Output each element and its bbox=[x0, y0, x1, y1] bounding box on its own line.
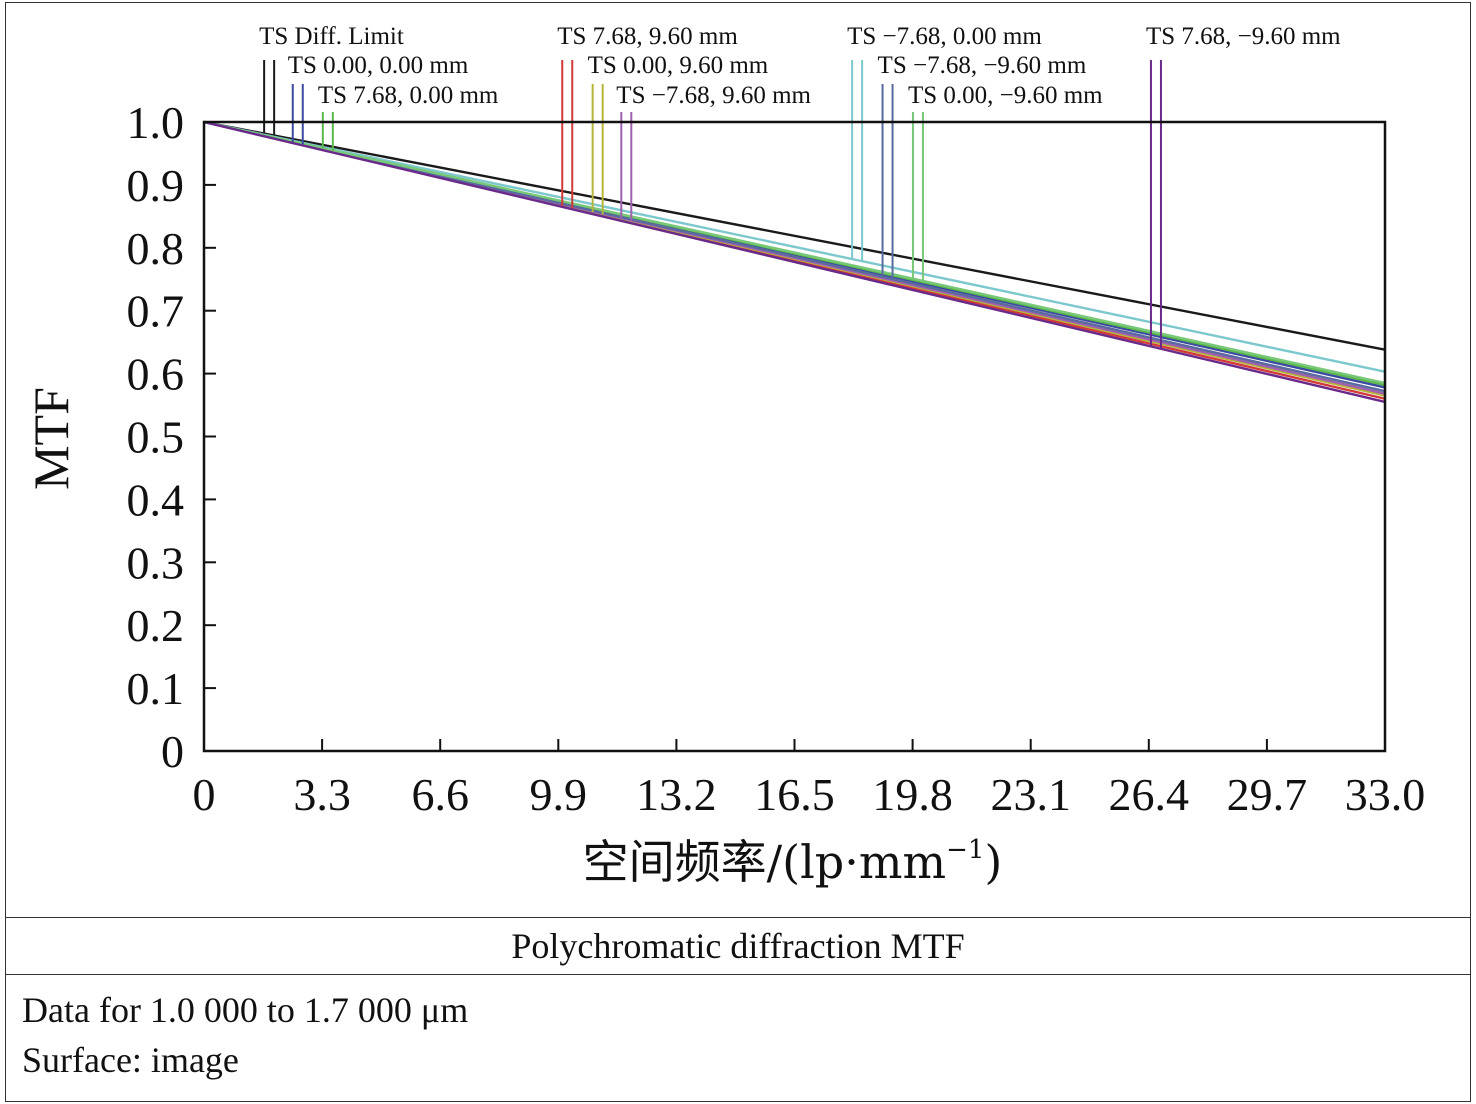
wavelength-info: Data for 1.0 000 to 1.7 000 μm bbox=[22, 990, 469, 1030]
legend-label-2: TS 0.00, 0.00 mm bbox=[288, 52, 469, 79]
series-line-7 bbox=[203, 120, 1386, 373]
y-axis-label: MTF bbox=[23, 387, 79, 490]
series-line-9 bbox=[203, 120, 1386, 385]
legend-label-1: TS Diff. Limit bbox=[259, 23, 404, 50]
x-tick-label-6: 19.8 bbox=[872, 769, 953, 820]
x-tick-label-5: 16.5 bbox=[754, 769, 835, 820]
y-tick-label-3: 0.3 bbox=[127, 537, 185, 588]
info-panel: Data for 1.0 000 to 1.7 000 μm Surface: … bbox=[22, 985, 468, 1085]
legend-label-4: TS 7.68, 9.60 mm bbox=[557, 23, 738, 50]
legend-label-6: TS −7.68, 9.60 mm bbox=[616, 82, 811, 109]
x-tick-label-9: 29.7 bbox=[1227, 769, 1308, 820]
x-axis-label-main: 空间频率/(lp·mm bbox=[583, 835, 946, 889]
y-tick-label-0: 0 bbox=[161, 726, 184, 777]
series-line-8 bbox=[203, 120, 1386, 393]
legend-marks bbox=[263, 60, 1162, 349]
x-tick-label-10: 33.0 bbox=[1345, 769, 1426, 820]
y-tick-label-7: 0.7 bbox=[127, 286, 185, 337]
x-axis-ticks: 0 3.3 6.6 9.9 13.2 16.5 19.8 23.1 26.4 29.7 33.0 bbox=[193, 739, 1426, 820]
legend-label-7: TS −7.68, 0.00 mm bbox=[847, 23, 1042, 50]
x-tick-label-4: 13.2 bbox=[636, 769, 717, 820]
series-line-10 bbox=[203, 120, 1386, 404]
x-tick-label-0: 0 bbox=[193, 769, 216, 820]
x-axis-label: 空间频率/(lp·mm−1) bbox=[583, 835, 1003, 889]
y-axis-ticks: 0 0.1 0.2 0.3 0.4 0.5 0.6 0.7 0.8 0.9 1.0 bbox=[127, 97, 216, 777]
x-tick-label-1: 3.3 bbox=[293, 769, 351, 820]
y-tick-label-10: 1.0 bbox=[127, 97, 185, 148]
y-tick-label-6: 0.6 bbox=[127, 349, 185, 400]
legend-label-8: TS −7.68, −9.60 mm bbox=[878, 52, 1087, 79]
x-tick-label-7: 23.1 bbox=[990, 769, 1071, 820]
legend-label-5: TS 0.00, 9.60 mm bbox=[588, 52, 769, 79]
y-tick-label-8: 0.8 bbox=[127, 223, 185, 274]
legend-label-10: TS 7.68, −9.60 mm bbox=[1146, 23, 1341, 50]
y-tick-label-1: 0.1 bbox=[127, 663, 185, 714]
series-lines bbox=[203, 120, 1386, 404]
plot-area-frame bbox=[202, 120, 1387, 753]
x-axis-label-close: ) bbox=[984, 835, 1002, 889]
surface-info: Surface: image bbox=[22, 1040, 239, 1080]
y-tick-label-5: 0.5 bbox=[127, 412, 185, 463]
y-tick-label-2: 0.2 bbox=[127, 600, 185, 651]
chart-title: Polychromatic diffraction MTF bbox=[511, 926, 965, 966]
y-tick-label-4: 0.4 bbox=[127, 474, 185, 525]
legend-label-9: TS 0.00, −9.60 mm bbox=[908, 82, 1103, 109]
x-axis-label-sup: −1 bbox=[946, 835, 984, 865]
caption-bar: Polychromatic diffraction MTF bbox=[5, 917, 1471, 975]
x-tick-label-2: 6.6 bbox=[411, 769, 469, 820]
x-tick-label-3: 9.9 bbox=[530, 769, 588, 820]
figure-frame bbox=[5, 2, 1471, 1102]
y-tick-label-9: 0.9 bbox=[127, 160, 185, 211]
legend-label-3: TS 7.68, 0.00 mm bbox=[318, 82, 499, 109]
series-line-1 bbox=[203, 120, 1386, 351]
x-tick-label-8: 26.4 bbox=[1109, 769, 1190, 820]
